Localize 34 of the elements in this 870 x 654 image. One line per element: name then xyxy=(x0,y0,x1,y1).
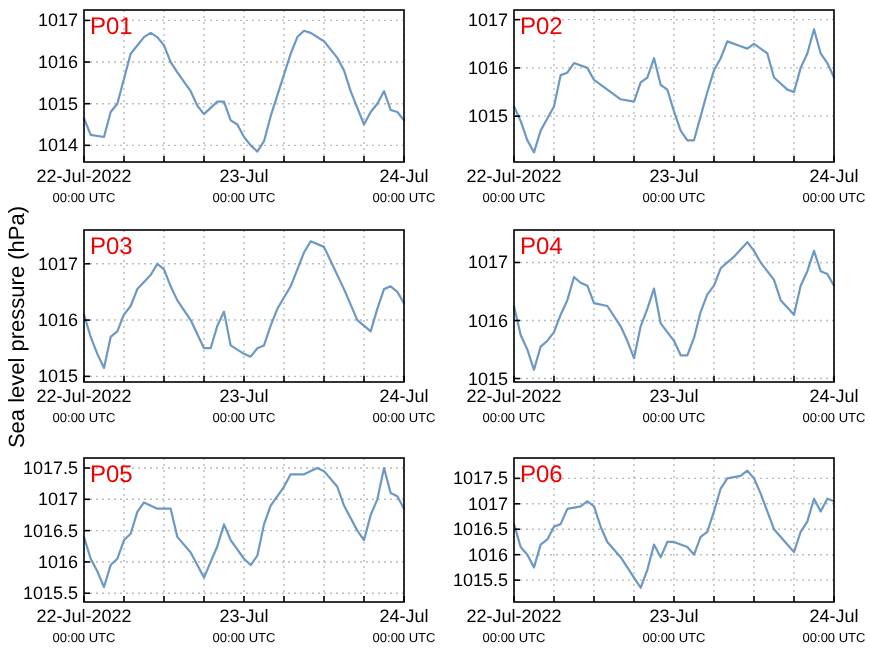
y-tick-label: 1017 xyxy=(467,252,508,273)
chart-title: P05 xyxy=(90,460,134,488)
y-axis-title: Sea level pressure (hPa) xyxy=(6,205,30,449)
y-tick-label: 1016 xyxy=(37,551,78,572)
chart-title: P02 xyxy=(520,12,564,40)
y-tick-label: 1016 xyxy=(467,544,508,565)
y-tick-label: 1016 xyxy=(467,57,508,78)
y-tick-label: 1017 xyxy=(37,253,78,274)
y-tick-label: 1015 xyxy=(467,368,508,389)
chart-title: P01 xyxy=(90,12,134,40)
y-tick-label: 1016.5 xyxy=(452,519,508,540)
line-series xyxy=(82,466,406,589)
y-tick-label: 1017 xyxy=(467,9,508,30)
y-tick-label: 1017.5 xyxy=(452,468,508,489)
y-tick-label: 1017 xyxy=(37,489,78,510)
chart-title: P04 xyxy=(520,232,564,260)
line-series xyxy=(512,469,836,589)
chart-title: P03 xyxy=(90,232,134,260)
line-series xyxy=(512,241,836,371)
y-tick-label: 1016 xyxy=(37,52,78,73)
y-tick-label: 1015 xyxy=(467,106,508,127)
y-tick-label: 1015.5 xyxy=(452,570,508,591)
y-tick-label: 1015.5 xyxy=(22,583,78,604)
y-tick-label: 1017 xyxy=(467,493,508,514)
y-tick-label: 1017 xyxy=(37,10,78,31)
y-tick-label: 1016 xyxy=(37,310,78,331)
y-tick-label: 1016.5 xyxy=(22,520,78,541)
line-series xyxy=(82,240,406,370)
y-tick-label: 1014 xyxy=(37,135,78,156)
y-tick-label: 1017.5 xyxy=(22,458,78,479)
y-tick-label: 1016 xyxy=(467,310,508,331)
chart-title: P06 xyxy=(520,460,564,488)
y-tick-label: 1015 xyxy=(37,93,78,114)
y-tick-label: 1015 xyxy=(37,366,78,387)
